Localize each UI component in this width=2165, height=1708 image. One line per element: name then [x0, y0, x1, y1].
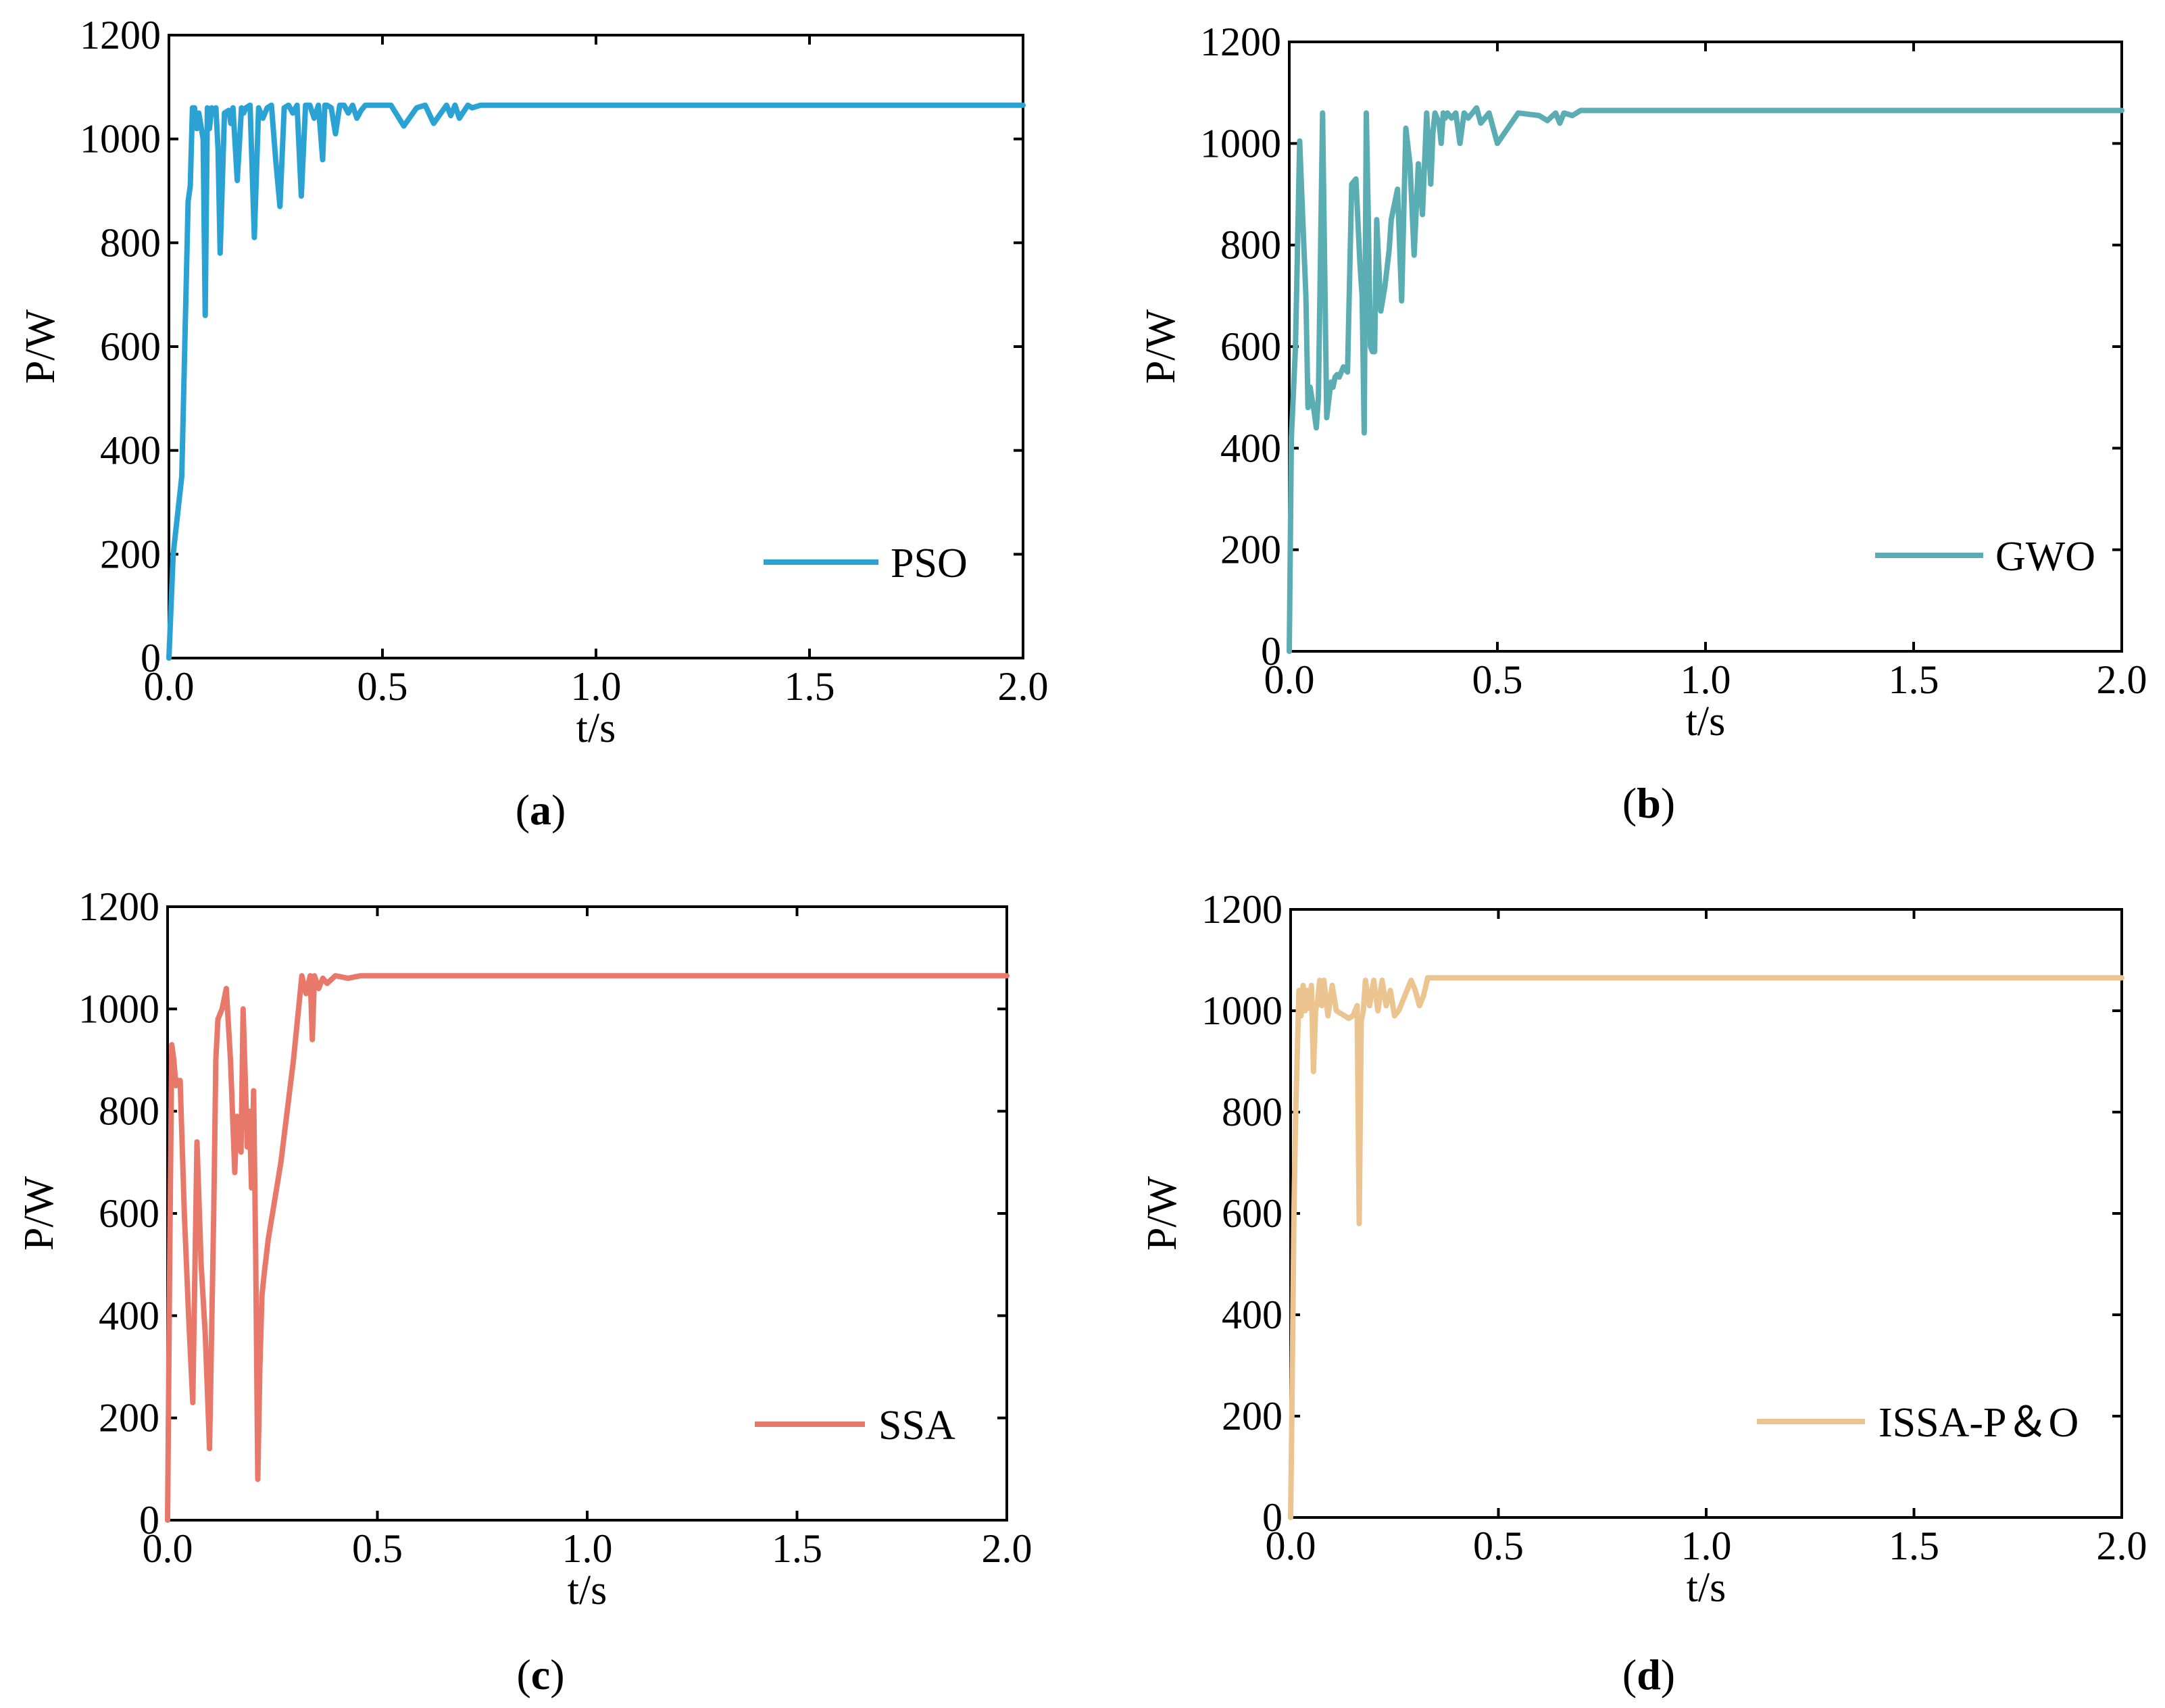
- y-tick-label: 400: [100, 428, 161, 473]
- x-axis-label: t/s: [1686, 699, 1726, 745]
- panel-a: 0 200 400 600 800 1000 1200 0.0 0.5 1.0 1.5 2.0 t/s P…: [18, 13, 1049, 834]
- panel-caption: (c): [516, 1651, 564, 1699]
- y-tick-label: 1000: [78, 986, 159, 1031]
- y-tick-label: 800: [1222, 1090, 1283, 1134]
- y-tick-label: 400: [99, 1293, 159, 1338]
- x-tick-label: 2.0: [982, 1526, 1032, 1571]
- y-tick-label: 200: [1222, 1394, 1283, 1438]
- x-tick-label: 1.0: [571, 664, 622, 709]
- x-tick-label: 1.5: [1889, 1524, 1939, 1568]
- x-tick-label: 1.5: [785, 664, 835, 709]
- y-tick-label: 600: [100, 324, 161, 369]
- x-tick-label: 1.5: [772, 1526, 822, 1571]
- y-tick-label: 1200: [1200, 20, 1281, 64]
- y-tick-label: 200: [100, 532, 161, 576]
- y-tick-label: 1000: [80, 117, 161, 161]
- legend: SSA: [755, 1403, 955, 1449]
- x-tick-label: 2.0: [2097, 1524, 2147, 1568]
- series-line-issa-p-o: [1288, 975, 2124, 1520]
- y-axis-label: P/W: [1139, 1176, 1185, 1251]
- y-axis-label: P/W: [1138, 309, 1184, 384]
- panel-caption: (b): [1622, 779, 1675, 827]
- y-tick-label: 600: [99, 1191, 159, 1236]
- y-tick-label: 800: [1220, 223, 1281, 268]
- panel-d: 0 200 400 600 800 1000 1200 0.0 0.5 1.0 1.5 2.0 t/s P…: [1139, 887, 2147, 1699]
- y-tick-label: 800: [100, 220, 161, 265]
- y-tick-label: 0: [139, 1498, 159, 1542]
- x-tick-label: 1.0: [1681, 1524, 1732, 1568]
- x-axis-label: t/s: [576, 705, 616, 751]
- x-tick-label: 1.0: [562, 1526, 613, 1571]
- legend: PSO: [764, 541, 968, 586]
- y-tick-label: 600: [1220, 324, 1281, 369]
- y-tick-label: 400: [1220, 426, 1281, 470]
- x-tick-label: 0.0: [143, 1526, 193, 1571]
- y-tick-label: 1200: [80, 13, 161, 57]
- series-line-ssa: [165, 973, 1010, 1523]
- y-tick-label: 0: [1262, 1495, 1283, 1540]
- y-tick-label: 600: [1222, 1191, 1283, 1236]
- x-tick-label: 0.5: [1472, 657, 1523, 702]
- y-tick-label: 1000: [1200, 121, 1281, 166]
- legend-label: ISSA-P＆O: [1878, 1400, 2079, 1446]
- panel-caption: (a): [516, 786, 566, 834]
- y-tick-label: 1200: [1201, 887, 1283, 932]
- x-tick-label: 0.5: [357, 664, 408, 709]
- y-tick-label: 800: [99, 1089, 159, 1134]
- x-tick-label: 2.0: [998, 664, 1049, 709]
- y-tick-label: 0: [141, 636, 161, 680]
- x-tick-label: 0.5: [352, 1526, 403, 1571]
- panel-c: 0 200 400 600 800 1000 1200 0.0 0.5 1.0 1.5 2.0 t/s P…: [16, 884, 1032, 1699]
- legend-label: GWO: [1995, 534, 2095, 580]
- x-tick-label: 0.0: [1264, 657, 1315, 702]
- legend-label: PSO: [891, 541, 968, 586]
- series-line-pso: [166, 102, 1026, 661]
- y-axis-label: P/W: [16, 1176, 62, 1251]
- x-tick-label: 0.5: [1473, 1524, 1524, 1568]
- panel-caption: (d): [1622, 1651, 1675, 1699]
- panel-b: 0 200 400 600 800 1000 1200 0.0 0.5 1.0 1.5 2.0 t/s P…: [1138, 20, 2147, 827]
- y-tick-label: 200: [1220, 528, 1281, 572]
- x-tick-label: 1.5: [1889, 657, 1939, 702]
- y-tick-label: 1000: [1201, 988, 1283, 1033]
- y-tick-label: 1200: [78, 884, 159, 929]
- legend: ISSA-P＆O: [1757, 1400, 2079, 1446]
- y-tick-label: 400: [1222, 1292, 1283, 1337]
- y-tick-label: 0: [1261, 629, 1281, 674]
- x-tick-label: 2.0: [2097, 657, 2147, 702]
- y-axis-label: P/W: [18, 309, 64, 384]
- x-axis-label: t/s: [568, 1567, 607, 1613]
- x-axis-label: t/s: [1687, 1565, 1726, 1611]
- y-tick-label: 200: [99, 1396, 159, 1440]
- x-tick-label: 1.0: [1681, 657, 1731, 702]
- series-line-gwo: [1287, 105, 2124, 654]
- legend: GWO: [1875, 534, 2095, 580]
- x-tick-label: 0.0: [1266, 1524, 1316, 1568]
- x-tick-label: 0.0: [144, 664, 195, 709]
- legend-label: SSA: [878, 1403, 955, 1449]
